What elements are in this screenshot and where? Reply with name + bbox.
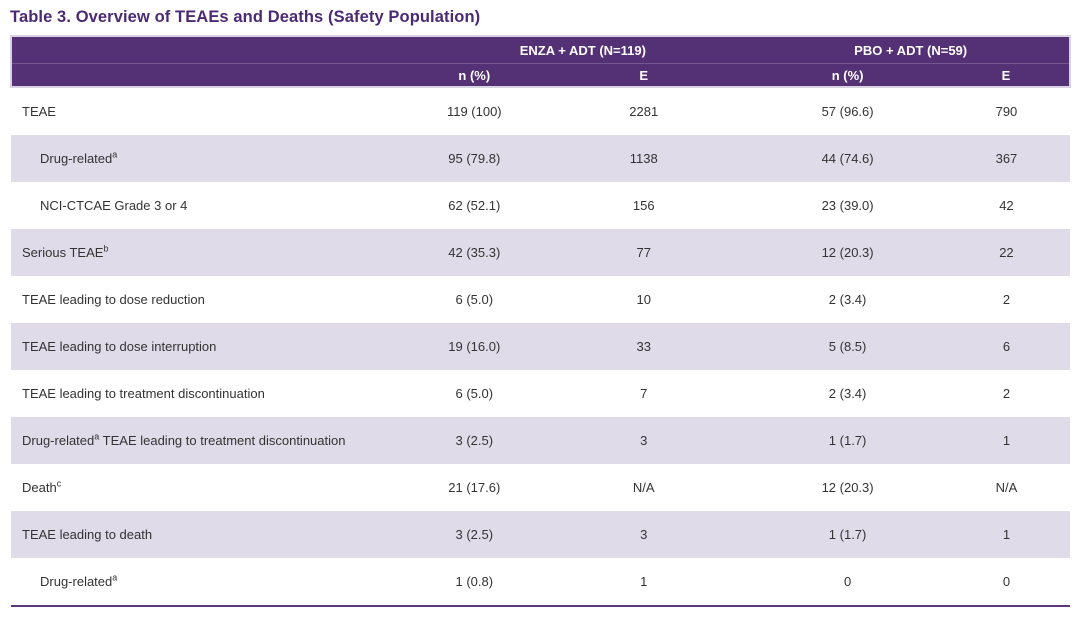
header-empty-cell [9,63,414,88]
group-header-pbo: PBO + ADT (N=59) [752,35,1071,64]
cell-enza-e: 10 [535,276,753,323]
row-label-superscript: a [112,572,118,583]
cell-enza-n-pct: 42 (35.3) [413,229,536,276]
table-body: TEAE 119 (100) 2281 57 (96.6) 790 Drug-r… [11,87,1070,607]
cell-enza-n-pct: 6 (5.0) [413,276,536,323]
cell-enza-n-pct: 3 (2.5) [413,417,536,464]
cell-enza-e: 156 [535,182,753,229]
table-row: TEAE leading to dose reduction 6 (5.0) 1… [11,276,1070,323]
row-label: NCI-CTCAE Grade 3 or 4 [11,182,414,229]
table-row: Drug-relateda 95 (79.8) 1138 44 (74.6) 3… [11,135,1070,182]
safety-table: ENZA + ADT (N=119) PBO + ADT (N=59) n (%… [9,35,1072,607]
cell-pbo-e: 42 [942,182,1070,229]
cell-enza-e: N/A [535,464,753,511]
cell-pbo-n-pct: 1 (1.7) [752,417,943,464]
cell-enza-n-pct: 62 (52.1) [413,182,536,229]
cell-pbo-n-pct: 2 (3.4) [752,276,943,323]
subheader-row: n (%) E n (%) E [9,63,1072,88]
row-label-text: Death [22,480,57,495]
cell-pbo-e: 0 [942,558,1070,607]
cell-pbo-n-pct: 12 (20.3) [752,229,943,276]
table-row: Deathc 21 (17.6) N/A 12 (20.3) N/A [11,464,1070,511]
cell-enza-e: 7 [535,370,753,417]
row-label-superscript: a [94,431,100,442]
table-row: TEAE 119 (100) 2281 57 (96.6) 790 [11,87,1070,135]
row-label: Drug-relateda [11,135,414,182]
subheader-pbo-e: E [942,63,1072,88]
cell-pbo-n-pct: 2 (3.4) [752,370,943,417]
cell-pbo-e: 2 [942,276,1070,323]
cell-enza-n-pct: 1 (0.8) [413,558,536,607]
row-label-text: Drug-related [40,151,113,166]
row-label: Drug-relateda TEAE leading to treatment … [11,417,414,464]
row-label-superscript: c [56,478,62,489]
row-label: TEAE leading to dose reduction [11,276,414,323]
table-row: Drug-relateda TEAE leading to treatment … [11,417,1070,464]
cell-enza-e: 33 [535,323,753,370]
cell-enza-n-pct: 3 (2.5) [413,511,536,558]
cell-enza-e: 1138 [535,135,753,182]
cell-pbo-n-pct: 23 (39.0) [752,182,943,229]
row-label: Drug-relateda [11,558,414,607]
cell-pbo-n-pct: 44 (74.6) [752,135,943,182]
group-header-row: ENZA + ADT (N=119) PBO + ADT (N=59) [9,35,1071,64]
subheader-enza-n-pct: n (%) [413,63,536,88]
cell-pbo-e: 790 [942,87,1070,135]
subheader-pbo-n-pct: n (%) [752,63,943,88]
cell-pbo-e: 2 [942,370,1070,417]
cell-pbo-e: 6 [942,323,1070,370]
row-label: Serious TEAEb [11,229,414,276]
table-row: TEAE leading to death 3 (2.5) 3 1 (1.7) … [11,511,1070,558]
row-label-text: TEAE [22,104,56,119]
cell-enza-n-pct: 21 (17.6) [413,464,536,511]
row-label-text: TEAE leading to dose reduction [22,292,205,307]
row-label: TEAE leading to death [11,511,414,558]
table-row: NCI-CTCAE Grade 3 or 4 62 (52.1) 156 23 … [11,182,1070,229]
row-label-text: NCI-CTCAE Grade 3 or 4 [40,198,188,213]
row-label-text: Drug-related [40,574,113,589]
cell-enza-n-pct: 95 (79.8) [413,135,536,182]
cell-pbo-n-pct: 57 (96.6) [752,87,943,135]
row-label-text: TEAE leading to dose interruption [22,339,217,354]
cell-pbo-e: 367 [942,135,1070,182]
row-label-text: TEAE leading to death [22,527,153,542]
cell-pbo-e: N/A [942,464,1070,511]
cell-pbo-n-pct: 1 (1.7) [752,511,943,558]
cell-enza-e: 3 [535,511,753,558]
cell-pbo-n-pct: 0 [752,558,943,607]
table-title: Table 3. Overview of TEAEs and Deaths (S… [10,8,481,26]
row-label: TEAE [11,87,414,135]
cell-pbo-n-pct: 12 (20.3) [752,464,943,511]
cell-pbo-e: 1 [942,417,1070,464]
cell-pbo-n-pct: 5 (8.5) [752,323,943,370]
row-label: TEAE leading to dose interruption [11,323,414,370]
cell-enza-n-pct: 6 (5.0) [413,370,536,417]
row-label-text: TEAE leading to treatment discontinuatio… [22,386,265,401]
cell-pbo-e: 1 [942,511,1070,558]
table-row: TEAE leading to dose interruption 19 (16… [11,323,1070,370]
table-row: TEAE leading to treatment discontinuatio… [11,370,1070,417]
cell-enza-e: 2281 [535,87,753,135]
table-header: ENZA + ADT (N=119) PBO + ADT (N=59) n (%… [9,35,1072,88]
row-label: TEAE leading to treatment discontinuatio… [11,370,414,417]
row-label-text: Drug-related [22,433,95,448]
subheader-enza-e: E [535,63,753,88]
header-empty-cell [9,35,414,64]
group-header-enza: ENZA + ADT (N=119) [413,35,753,64]
row-label-text: Serious TEAE [22,245,104,260]
row-label-superscript: a [112,149,118,160]
row-label-superscript: b [103,243,109,254]
cell-pbo-e: 22 [942,229,1070,276]
row-label: Deathc [11,464,414,511]
table-row: Drug-relateda 1 (0.8) 1 0 0 [11,558,1070,607]
cell-enza-e: 77 [535,229,753,276]
table-row: Serious TEAEb 42 (35.3) 77 12 (20.3) 22 [11,229,1070,276]
cell-enza-n-pct: 119 (100) [413,87,536,135]
cell-enza-n-pct: 19 (16.0) [413,323,536,370]
row-label-text-continued: TEAE leading to treatment discontinuatio… [99,433,346,448]
cell-enza-e: 3 [535,417,753,464]
cell-enza-e: 1 [535,558,753,607]
